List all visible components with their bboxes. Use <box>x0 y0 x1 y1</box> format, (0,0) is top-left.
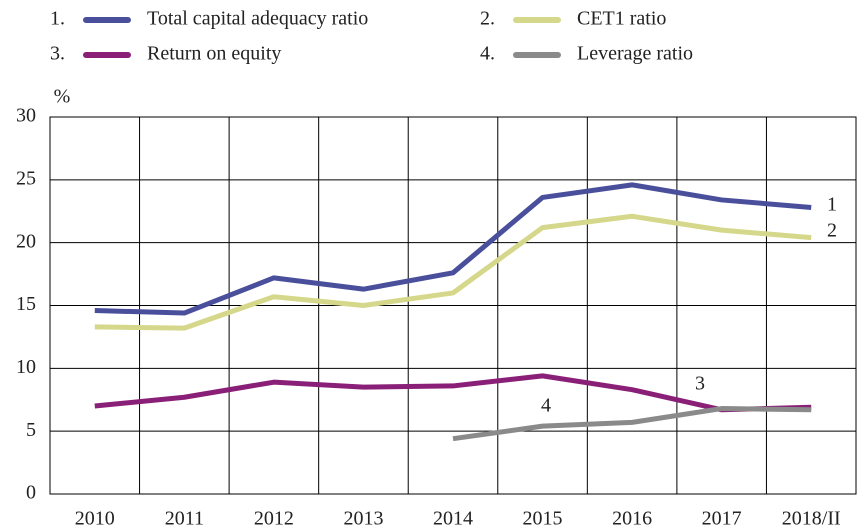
legend-number: 2. <box>480 8 495 30</box>
series-line <box>94 373 812 413</box>
y-tick-label: 30 <box>16 105 36 127</box>
x-tick-label: 2015 <box>523 508 563 530</box>
x-tick-label: 2013 <box>343 508 383 530</box>
legend-number: 4. <box>480 43 495 65</box>
line-label: 3 <box>695 373 705 395</box>
series-line <box>94 213 812 331</box>
series-line <box>452 406 812 442</box>
y-tick-label: 20 <box>16 230 36 252</box>
x-tick-label: 2016 <box>612 508 652 530</box>
y-tick-label: 5 <box>26 419 36 441</box>
x-tick-label: 2011 <box>165 508 204 530</box>
x-tick-label: 2018/II <box>782 508 841 530</box>
series-line <box>94 182 812 316</box>
x-tick-label: 2017 <box>702 508 742 530</box>
line-label: 1 <box>827 194 837 216</box>
legend-label: Return on equity <box>147 43 281 65</box>
plot-frame <box>49 116 857 495</box>
x-tick-label: 2014 <box>433 508 473 530</box>
y-axis-label: % <box>54 86 71 108</box>
y-tick-label: 25 <box>16 167 36 189</box>
legend-label: Leverage ratio <box>577 43 693 65</box>
line-label: 2 <box>827 220 837 242</box>
y-tick-label: 10 <box>16 356 36 378</box>
y-tick-label: 0 <box>26 482 36 504</box>
line-label: 4 <box>541 395 551 417</box>
legend-label: CET1 ratio <box>577 8 666 30</box>
legend-label: Total capital adequacy ratio <box>147 8 368 30</box>
y-tick-label: 15 <box>16 293 36 315</box>
x-tick-label: 2012 <box>254 508 294 530</box>
legend-number: 3. <box>50 43 65 65</box>
legend-number: 1. <box>50 8 65 30</box>
x-tick-label: 2010 <box>75 508 115 530</box>
